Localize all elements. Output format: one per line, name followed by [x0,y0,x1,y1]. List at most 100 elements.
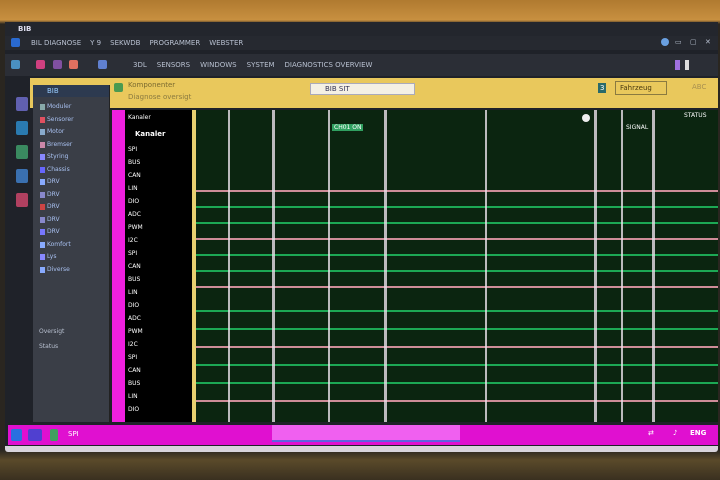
tree-item[interactable]: Styring [47,153,69,160]
vehicle-button[interactable]: Fahrzeug [615,81,667,95]
list-icon[interactable] [53,60,62,69]
active-task-button[interactable] [272,425,460,442]
tree-footer-item[interactable]: Oversigt [39,328,65,335]
list-row[interactable]: LIN [128,393,138,400]
phone-icon[interactable] [50,429,58,441]
menu-item[interactable]: BIL DIAGNOSE [31,39,82,47]
signal-trace [196,238,718,240]
tree-item[interactable]: DRV [47,215,60,223]
menu-item[interactable]: Y 9 [90,39,102,47]
list-row[interactable]: CAN [128,172,141,179]
tray-language[interactable]: ENG [690,429,707,437]
marker-label: SIGNAL [626,124,649,131]
tree-item[interactable]: DRV [47,203,60,210]
tree-item[interactable]: Lys [47,253,57,260]
tree-item[interactable]: Sensorer [47,115,74,123]
menu-icon[interactable] [685,60,689,70]
list-row[interactable]: PWM [128,328,143,335]
close-icon[interactable]: ✕ [705,38,711,46]
list-row[interactable]: I2C [128,237,138,244]
minimize-icon[interactable]: ▭ [675,38,682,46]
time-cursor-line[interactable] [228,110,230,422]
taskbar-label: SPI [68,430,79,438]
monitor-icon[interactable] [28,429,42,441]
home-icon[interactable] [11,60,20,69]
menu-bar: BIL DIAGNOSE Y 9 SEKWDB PROGRAMMER WEBST… [5,36,718,50]
list-row[interactable]: SPI [128,354,138,361]
search-input[interactable]: BIB SIT [310,83,415,95]
record-icon[interactable] [36,60,45,69]
list-row[interactable]: DIO [128,198,140,205]
time-cursor-line[interactable] [652,110,655,422]
tree-item[interactable]: Motor [47,128,65,135]
panel-divider[interactable] [192,110,196,422]
time-cursor-line[interactable] [594,110,597,422]
tree-item[interactable]: DRV [47,178,60,185]
list-row[interactable]: DIO [128,302,140,309]
tree-item[interactable]: Moduler [47,103,72,110]
nav-icon-logs[interactable] [16,193,28,207]
start-icon[interactable] [11,429,22,441]
tree-item[interactable]: Bremser [47,140,73,148]
tree-item[interactable]: Chassis [47,165,70,173]
list-row[interactable]: BUS [128,159,141,166]
nav-icon-modules[interactable] [16,97,28,111]
toolbar-item[interactable]: DIAGNOSTICS OVERVIEW [284,61,373,69]
list-row[interactable]: CAN [128,263,141,270]
nav-icon-sensors[interactable] [16,145,28,159]
side-icon-strip [5,85,29,235]
window-title: BIB [18,25,32,33]
menu-item[interactable]: PROGRAMMER [149,39,201,47]
toolbar-item[interactable]: SYSTEM [246,61,275,69]
nav-icon-reports[interactable] [16,169,28,183]
help-icon[interactable] [661,38,669,46]
list-row[interactable]: BUS [128,276,141,283]
network-icon[interactable]: ⇄ [648,429,654,437]
tree-item[interactable]: DRV [47,228,60,235]
menu-items: BIL DIAGNOSE Y 9 SEKWDB PROGRAMMER WEBST… [31,39,243,47]
maximize-icon[interactable]: ▢ [690,38,697,46]
nav-icon-diagnostics[interactable] [16,121,28,135]
time-cursor-line[interactable] [621,110,623,422]
tree-item-icon [40,141,45,148]
list-row[interactable]: SPI [128,250,138,257]
settings-icon[interactable] [98,60,107,69]
marker-icon[interactable] [582,114,590,122]
signal-trace [196,270,718,272]
tree-footer-item[interactable]: Status [39,343,59,350]
toolbar-item[interactable]: WINDOWS [200,61,237,69]
menu-item[interactable]: SEKWDB [110,39,141,47]
tree-item-icon [40,266,45,273]
time-cursor-line[interactable] [272,110,275,422]
tree-item[interactable]: DRV [47,190,60,198]
list-row[interactable]: ADC [128,315,141,322]
list-row[interactable]: LIN [128,289,138,296]
list-row[interactable]: SPI [128,146,138,153]
list-row[interactable]: LIN [128,185,138,192]
toolbar-item[interactable]: SENSORS [156,61,191,69]
time-cursor-line[interactable] [485,110,487,422]
volume-icon[interactable]: ♪ [673,429,678,437]
list-row[interactable]: BUS [128,380,141,387]
list-row[interactable]: ADC [128,211,141,218]
list-row[interactable]: CAN [128,367,141,374]
menu-item[interactable]: WEBSTER [209,39,244,47]
accent-strip [112,110,125,422]
signal-trace [196,400,718,402]
list-row[interactable]: DIO [128,406,140,413]
flag-icon[interactable] [69,60,78,69]
status-label: STATUS [684,112,707,119]
time-cursor-line[interactable] [328,110,330,422]
tree-item[interactable]: Komfort [47,240,71,248]
tree-item[interactable]: Diverse [47,265,70,273]
tree-root-label: BIB [47,87,59,95]
user-icon[interactable] [675,60,680,70]
component-icon [114,83,123,92]
tree-item-icon [40,241,45,248]
list-row[interactable]: I2C [128,341,138,348]
toolbar-item[interactable]: 3DL [133,61,147,69]
list-row[interactable]: PWM [128,224,143,231]
time-cursor-line[interactable] [384,110,387,422]
tree-root[interactable]: BIB [33,85,109,97]
tree-item-icon [40,116,45,123]
